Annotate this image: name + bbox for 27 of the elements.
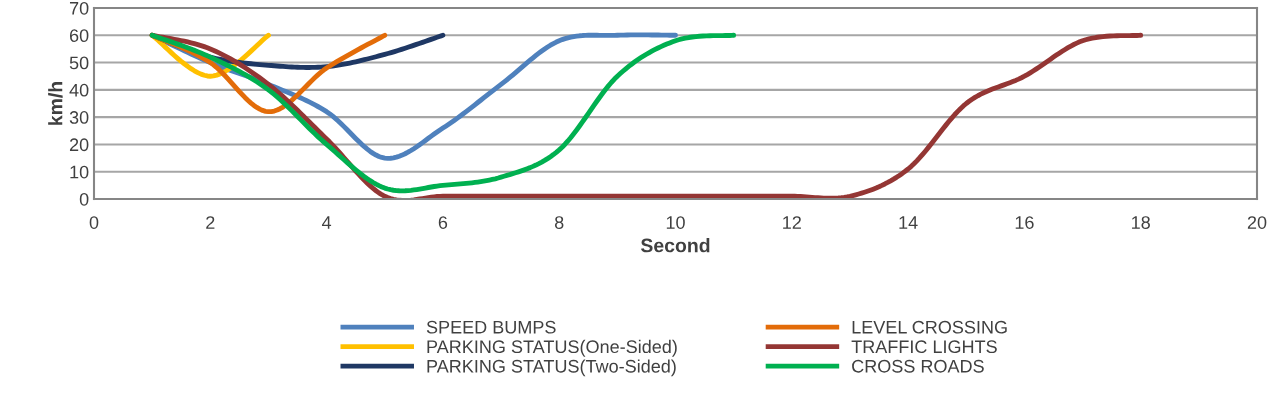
x-tick-label: 12: [783, 216, 801, 229]
y-tick-label: 50: [69, 56, 89, 70]
x-tick-label: 2: [206, 216, 215, 229]
x-tick-label: 18: [1132, 216, 1150, 229]
y-tick-label: 30: [69, 111, 89, 124]
legend-label: LEVEL CROSSING: [852, 320, 1007, 334]
x-tick-label: 0: [89, 216, 99, 229]
x-tick-label: 20: [1247, 216, 1267, 229]
x-tick-label: 6: [438, 216, 448, 229]
x-tick-label: 14: [899, 216, 918, 229]
y-axis-title: km/h: [48, 82, 63, 125]
x-tick-label: 4: [321, 216, 332, 229]
y-tick-label: 20: [69, 138, 89, 152]
x-axis-title: Second: [640, 238, 710, 253]
legend-label: TRAFFIC LIGHTS: [851, 340, 997, 354]
y-tick-label: 40: [69, 83, 89, 97]
legend-label: CROSS ROADS: [852, 359, 984, 373]
x-tick-label: 16: [1015, 216, 1034, 229]
legend-label: PARKING STATUS(Two-Sided): [427, 359, 676, 377]
legend-label: PARKING STATUS(One-Sided): [427, 339, 677, 357]
x-tick-label: 10: [666, 216, 685, 229]
y-tick-label: 70: [69, 1, 89, 15]
legend-label: SPEED BUMPS: [426, 320, 556, 334]
y-tick-label: 60: [69, 29, 89, 43]
y-tick-label: 10: [70, 165, 89, 179]
y-tick-label: 0: [79, 192, 89, 206]
x-tick-label: 8: [554, 216, 564, 229]
